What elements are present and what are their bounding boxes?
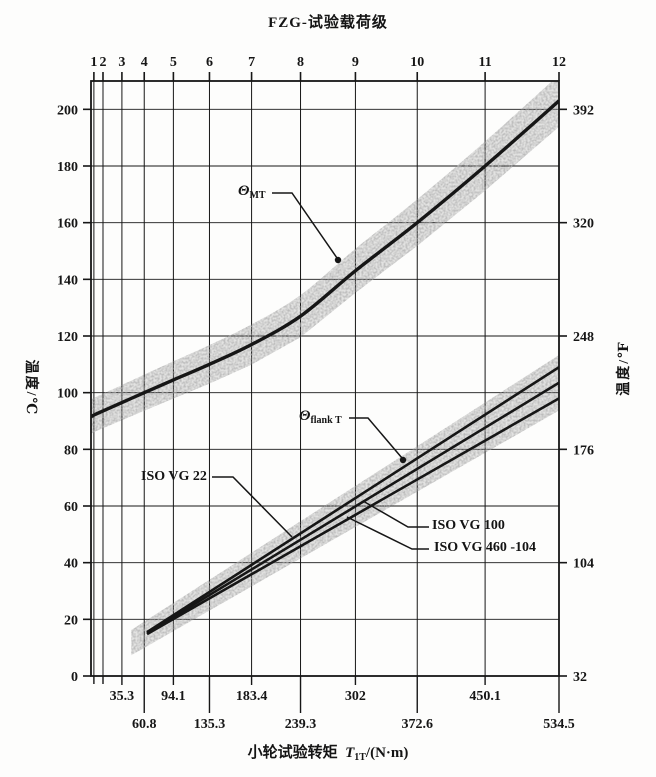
curve-label-theta-flank: Θflank T <box>299 408 342 426</box>
bottom-axis-label-cn: 小轮试验转矩 <box>247 745 338 761</box>
svg-text:120: 120 <box>57 330 78 345</box>
annotation-leaders <box>212 192 429 550</box>
top-axis: 1 2 3 4 5 6 7 8 9 10 11 12 <box>90 55 566 81</box>
svg-text:302: 302 <box>345 689 366 704</box>
svg-text:10: 10 <box>410 55 424 70</box>
iso-vg-22-leader <box>212 476 293 538</box>
svg-text:160: 160 <box>57 217 78 232</box>
iso_vg_460-line <box>146 397 559 636</box>
svg-text:0: 0 <box>71 670 78 685</box>
svg-text:6: 6 <box>206 55 213 70</box>
svg-text:11: 11 <box>478 55 491 70</box>
svg-text:248: 248 <box>573 330 594 345</box>
svg-text:100: 100 <box>57 387 78 402</box>
svg-text:392: 392 <box>573 103 594 118</box>
svg-text:35.3: 35.3 <box>110 689 135 704</box>
iso-vg-100-leader <box>362 500 429 528</box>
right-axis: 32 104 176 248 320 392 <box>559 103 594 685</box>
svg-text:200: 200 <box>57 103 78 118</box>
svg-text:1: 1 <box>90 55 97 70</box>
svg-text:20: 20 <box>64 613 78 628</box>
plot-frame <box>90 80 560 677</box>
right-axis-label: 温度/℉ <box>617 340 632 396</box>
svg-text:94.1: 94.1 <box>161 689 186 704</box>
chart-title: FZG-试验载荷级 <box>268 15 388 31</box>
svg-text:104: 104 <box>573 557 594 572</box>
svg-text:239.3: 239.3 <box>285 717 317 732</box>
curve-label-iso-vg-460: ISO VG 460 -104 <box>434 540 537 555</box>
bottom-axis: 35.3 94.1 183.4 302 450.1 60.8 135.3 239.3 372.6… <box>93 676 575 732</box>
svg-text:183.4: 183.4 <box>236 689 268 704</box>
curve-label-iso-vg-100: ISO VG 100 <box>432 518 505 533</box>
theta-mt-band <box>91 81 559 434</box>
left-axis: 0 20 40 60 80 100 120 140 160 180 200 <box>57 103 91 685</box>
iso_vg_22-line <box>146 366 559 634</box>
svg-text:4: 4 <box>141 55 148 70</box>
svg-text:176: 176 <box>573 443 594 458</box>
curve-label-theta-mt: ΘMT <box>238 183 266 201</box>
theta-mt-leader-dot <box>334 256 342 264</box>
svg-text:40: 40 <box>64 557 78 572</box>
theta-mt-leader <box>272 192 338 259</box>
curves-group <box>91 81 559 656</box>
svg-text:3: 3 <box>118 55 125 70</box>
theta-mt-curve <box>91 99 559 419</box>
svg-text:7: 7 <box>248 55 255 70</box>
svg-text:8: 8 <box>297 55 304 70</box>
iso_vg_100-line <box>146 381 559 635</box>
theta-flank-leader-dot <box>399 456 407 464</box>
svg-text:12: 12 <box>552 55 566 70</box>
bottom-axis-label-symbol: T <box>345 745 355 761</box>
iso-vg-460-leader <box>346 516 429 550</box>
svg-text:9: 9 <box>352 55 359 70</box>
svg-text:32: 32 <box>573 670 587 685</box>
bottom-axis-label-unit: /(N·m) <box>365 745 409 761</box>
svg-text:140: 140 <box>57 273 78 288</box>
svg-text:5: 5 <box>170 55 177 70</box>
svg-text:60.8: 60.8 <box>132 717 157 732</box>
bottom-axis-label: 小轮试验转矩 T1T/(N·m) <box>0 746 656 763</box>
svg-text:534.5: 534.5 <box>543 717 575 732</box>
svg-text:372.6: 372.6 <box>401 717 433 732</box>
svg-text:135.3: 135.3 <box>194 717 226 732</box>
svg-text:320: 320 <box>573 217 594 232</box>
bottom-axis-label-sub: 1T <box>354 752 366 763</box>
svg-text:80: 80 <box>64 443 78 458</box>
curve-label-iso-vg-22: ISO VG 22 <box>141 469 207 484</box>
left-axis-label: 温度/℃ <box>23 359 38 417</box>
svg-text:180: 180 <box>57 160 78 175</box>
svg-text:450.1: 450.1 <box>469 689 501 704</box>
theta-flank-leader <box>349 417 403 459</box>
svg-text:60: 60 <box>64 500 78 515</box>
svg-text:2: 2 <box>99 55 106 70</box>
